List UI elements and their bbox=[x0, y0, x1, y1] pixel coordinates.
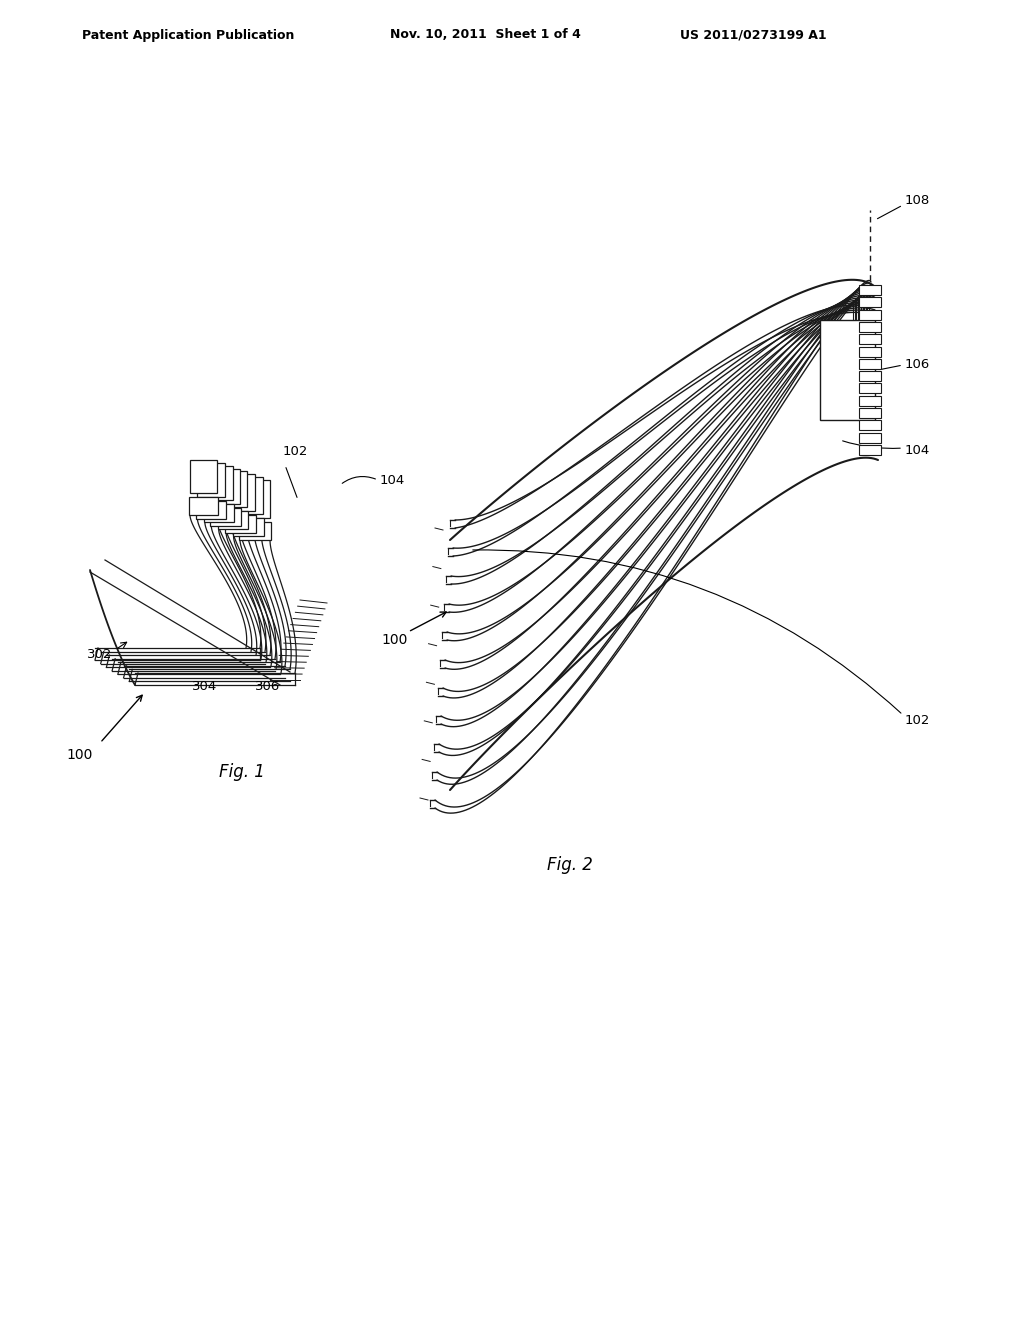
Bar bbox=[859, 420, 881, 430]
Bar bbox=[239, 521, 271, 540]
Bar bbox=[226, 474, 255, 511]
Text: 102: 102 bbox=[905, 714, 931, 726]
Bar bbox=[205, 466, 232, 500]
Bar bbox=[240, 480, 270, 517]
Text: Patent Application Publication: Patent Application Publication bbox=[82, 29, 294, 41]
Text: 302: 302 bbox=[87, 648, 113, 661]
Bar bbox=[859, 310, 881, 319]
Text: 100: 100 bbox=[67, 748, 93, 762]
Bar bbox=[859, 445, 881, 455]
Bar bbox=[218, 511, 249, 529]
Text: 104: 104 bbox=[905, 444, 930, 457]
Bar bbox=[859, 334, 881, 345]
Bar bbox=[232, 519, 264, 536]
Bar bbox=[211, 469, 240, 504]
Text: Fig. 2: Fig. 2 bbox=[547, 855, 593, 874]
Text: 100: 100 bbox=[382, 634, 409, 647]
Bar bbox=[859, 433, 881, 442]
Bar bbox=[859, 359, 881, 368]
Bar bbox=[859, 396, 881, 405]
Bar bbox=[219, 471, 248, 507]
Bar bbox=[859, 408, 881, 418]
Bar bbox=[190, 459, 217, 492]
Text: 108: 108 bbox=[905, 194, 930, 206]
Bar bbox=[859, 285, 881, 294]
Bar bbox=[859, 347, 881, 356]
Text: 306: 306 bbox=[255, 680, 281, 693]
Bar bbox=[859, 384, 881, 393]
Bar bbox=[210, 508, 241, 525]
Bar bbox=[225, 515, 256, 533]
Bar bbox=[197, 500, 226, 519]
Bar bbox=[859, 371, 881, 381]
Text: Nov. 10, 2011  Sheet 1 of 4: Nov. 10, 2011 Sheet 1 of 4 bbox=[390, 29, 581, 41]
Bar bbox=[204, 504, 233, 523]
Text: Fig. 1: Fig. 1 bbox=[219, 763, 265, 781]
Bar bbox=[820, 319, 874, 420]
Bar bbox=[859, 322, 881, 331]
Text: 104: 104 bbox=[380, 474, 406, 487]
Bar bbox=[189, 498, 218, 515]
Text: 102: 102 bbox=[283, 445, 307, 458]
Bar bbox=[198, 463, 225, 496]
Text: 106: 106 bbox=[905, 359, 930, 371]
Bar bbox=[233, 477, 263, 515]
Bar bbox=[859, 297, 881, 308]
Text: US 2011/0273199 A1: US 2011/0273199 A1 bbox=[680, 29, 826, 41]
Text: 304: 304 bbox=[193, 680, 218, 693]
